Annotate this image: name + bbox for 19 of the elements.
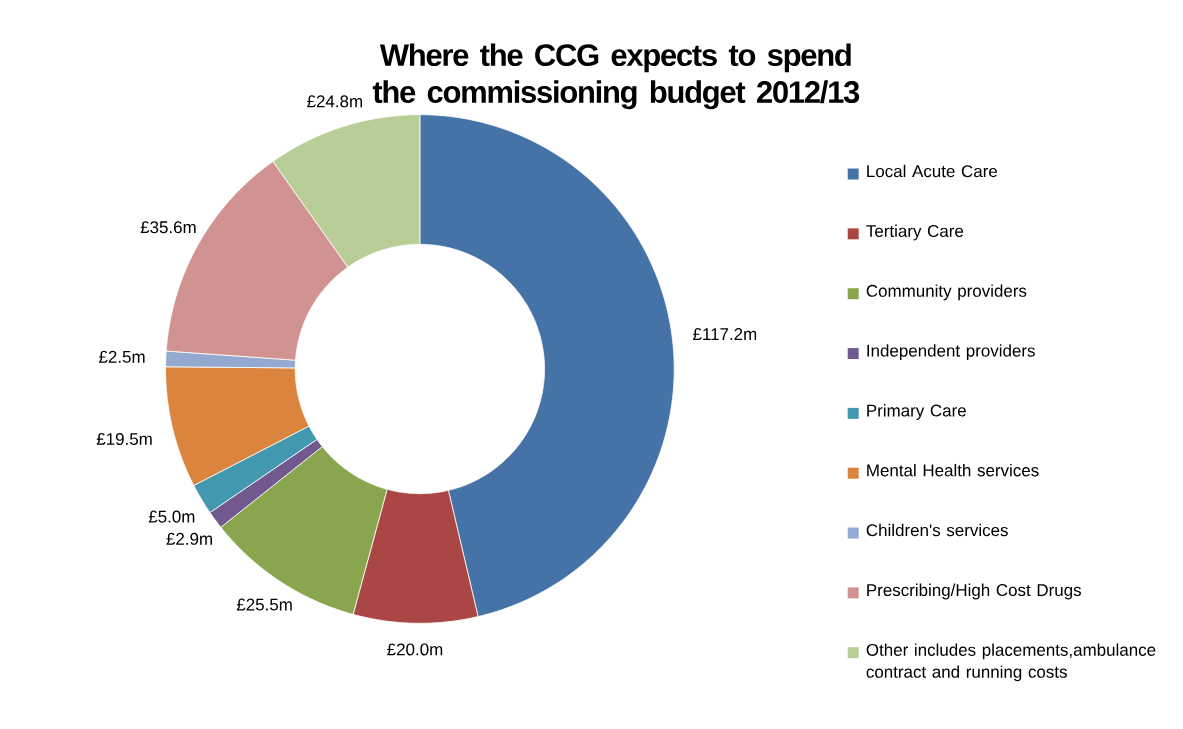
- data-label: £117.2m: [693, 328, 757, 340]
- data-label: £20.0m: [387, 643, 443, 656]
- legend-label: Tertiary Care: [866, 224, 964, 241]
- data-label: £2.9m: [166, 532, 212, 545]
- legend-label: Mental Health services: [867, 463, 1039, 477]
- data-label: £2.5m: [99, 350, 145, 363]
- data-label: £35.6m: [140, 221, 196, 234]
- data-label: £24.8m: [307, 95, 362, 108]
- legend-label: Local Acute Care: [867, 164, 998, 178]
- data-label: £19.5m: [96, 433, 152, 446]
- legend-label: Prescribing/High Cost Drugs: [867, 583, 1081, 600]
- legend-label: Children's services: [866, 523, 1008, 537]
- legend-label: Community providers: [866, 284, 1027, 301]
- data-label: £5.0m: [148, 510, 195, 523]
- legend-label: Independent providers: [867, 344, 1035, 361]
- chart-title: Where the CCG expects to spend the commissioning budget 2012/13: [372, 43, 860, 110]
- data-label: £25.5m: [236, 598, 292, 611]
- legend-label: Primary Care: [867, 404, 966, 420]
- legend-label: Other includes placements,ambulance contract and running costs: [866, 643, 1156, 682]
